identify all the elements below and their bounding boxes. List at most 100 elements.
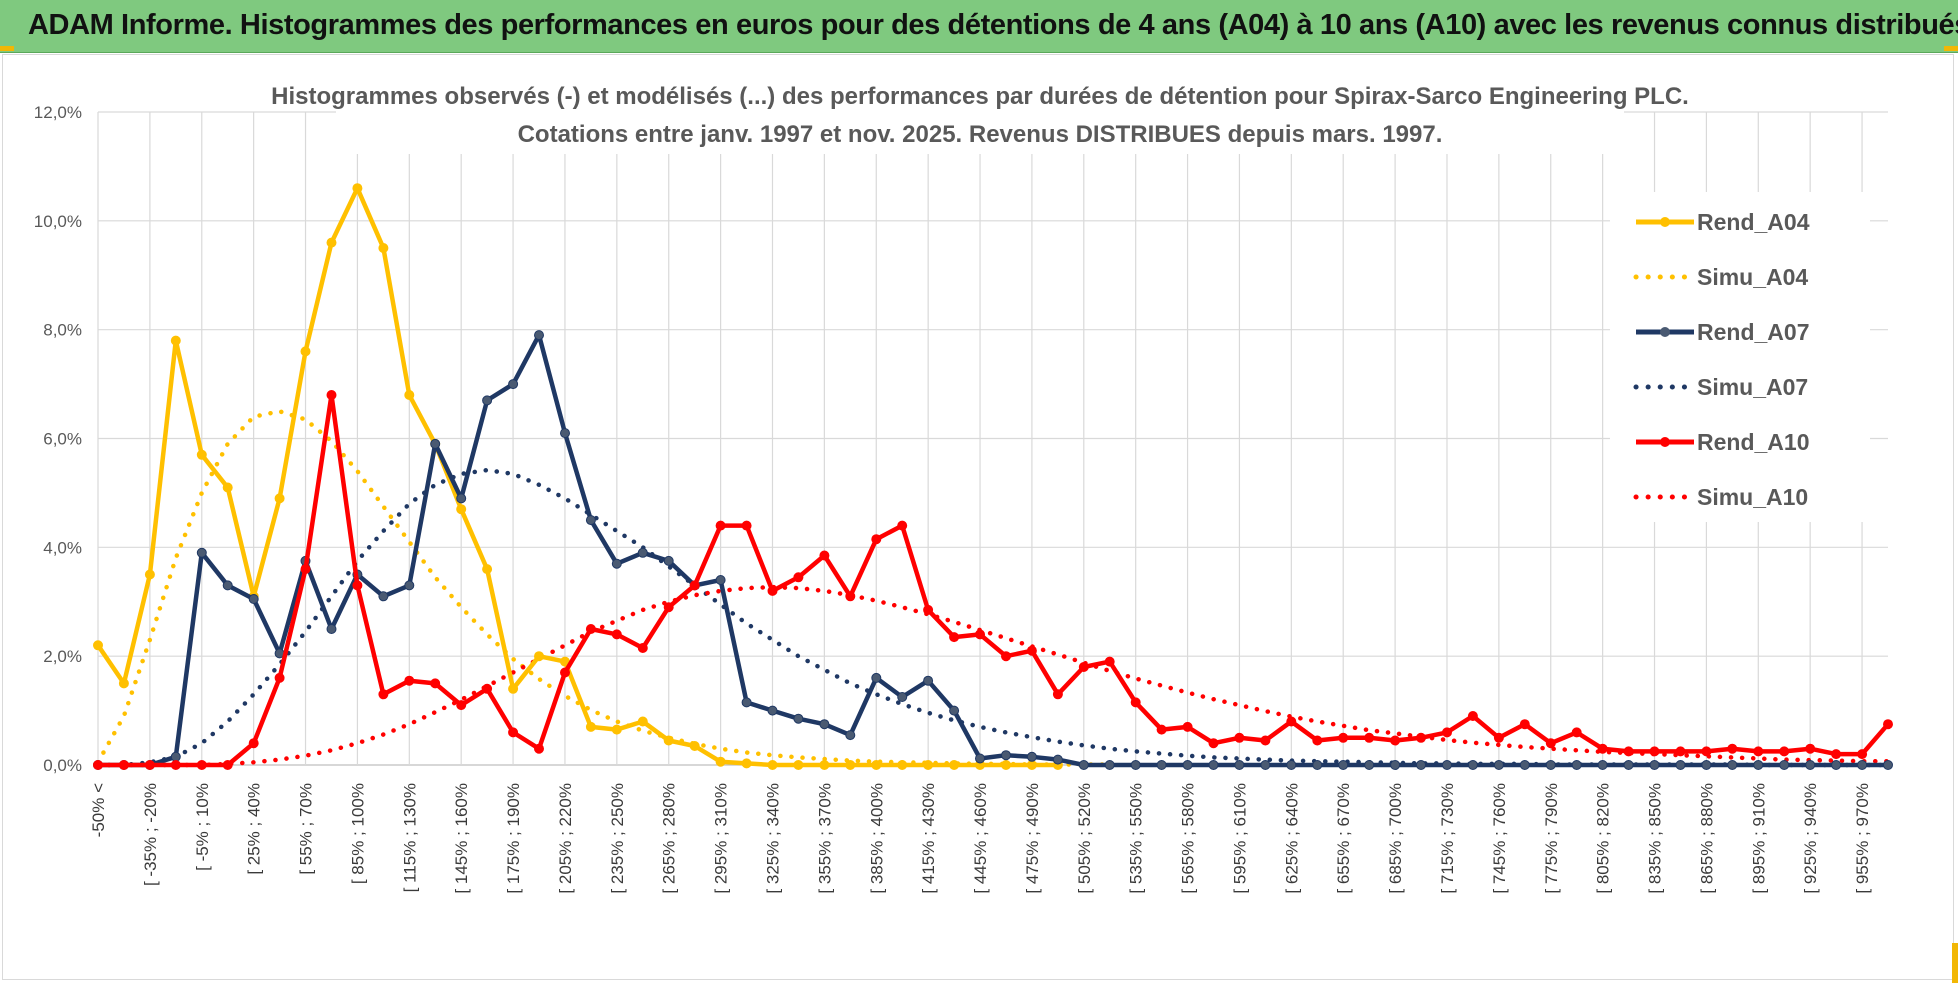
data-point [404, 675, 415, 686]
y-tick-label: 4,0% [43, 538, 82, 557]
x-tick-label: [ -5% ; 10% [193, 783, 212, 871]
legend-label: Simu_A07 [1697, 374, 1808, 400]
data-point [482, 395, 493, 406]
x-tick-label: [ 145% ; 160% [452, 783, 471, 894]
data-point [819, 760, 830, 770]
data-point [404, 580, 415, 591]
x-tick-label: [ 865% ; 880% [1697, 783, 1716, 894]
data-point [1805, 743, 1816, 754]
x-tick-label: [ 445% ; 460% [971, 783, 990, 894]
data-point [534, 743, 544, 754]
data-point [1519, 760, 1530, 770]
x-tick-label: [ 805% ; 820% [1594, 783, 1613, 894]
data-point [1364, 732, 1375, 743]
data-point [1467, 760, 1478, 770]
data-point [871, 672, 882, 683]
data-point [1519, 719, 1530, 730]
data-point [949, 632, 960, 643]
legend-marker [1660, 327, 1670, 337]
data-point [1312, 760, 1323, 770]
data-point [1104, 760, 1115, 770]
data-point [1883, 719, 1893, 730]
data-point [1727, 743, 1738, 754]
data-point [793, 713, 804, 724]
data-point [949, 760, 960, 770]
legend-label: Simu_A04 [1697, 264, 1808, 290]
data-point [1026, 760, 1037, 770]
data-point [585, 721, 596, 732]
legend-item-rend_a07: Rend_A07 [1636, 319, 1809, 345]
x-tick-label: [ 655% ; 670% [1334, 783, 1353, 894]
data-point [1364, 760, 1375, 770]
legend-label: Simu_A10 [1697, 484, 1808, 510]
data-point [871, 534, 882, 545]
data-point [897, 760, 908, 770]
data-point [715, 756, 726, 767]
x-tick-label: [ 685% ; 700% [1386, 783, 1405, 894]
data-point [170, 751, 181, 762]
legend-background [1610, 192, 1870, 522]
data-point [560, 428, 570, 439]
data-point [248, 594, 259, 604]
data-point [1001, 750, 1011, 761]
y-tick-label: 6,0% [43, 430, 82, 449]
data-point [663, 555, 674, 566]
data-point [1104, 656, 1115, 667]
data-point [1026, 645, 1037, 656]
data-point [456, 493, 467, 504]
data-point [793, 760, 804, 770]
data-point [1753, 760, 1764, 770]
data-point [1467, 711, 1478, 721]
x-tick-label: [ 325% ; 340% [763, 783, 782, 894]
x-tick-label: [ -35% ; -20% [141, 783, 160, 886]
data-point [897, 692, 908, 702]
data-point [741, 520, 752, 531]
data-point [1857, 760, 1868, 770]
header-bar: ADAM Informe. Histogrammes des performan… [0, 0, 1958, 53]
x-tick-label: [ 715% ; 730% [1438, 783, 1457, 894]
x-tick-label: [ 835% ; 850% [1646, 783, 1665, 894]
data-point [923, 604, 934, 615]
data-point [1675, 760, 1686, 770]
data-point [404, 390, 415, 400]
data-point [196, 547, 207, 558]
x-tick-label: [ 595% ; 610% [1230, 783, 1249, 894]
data-point [1390, 735, 1401, 746]
data-point [1182, 760, 1193, 770]
data-point [949, 705, 960, 716]
data-point [1338, 760, 1349, 770]
data-point [144, 569, 155, 580]
data-point [767, 585, 778, 596]
series-line [95, 584, 1891, 768]
data-point [196, 760, 207, 770]
legend-item-simu_a04: Simu_A04 [1633, 264, 1808, 290]
data-point [1883, 760, 1893, 770]
data-point [378, 243, 389, 253]
data-point [508, 683, 519, 694]
y-tick-label: 12,0% [34, 103, 82, 122]
x-tick-label: [ 775% ; 790% [1542, 783, 1561, 894]
x-tick-label: [ 265% ; 280% [660, 783, 679, 894]
data-point [1779, 746, 1790, 757]
y-tick-label: 10,0% [34, 212, 82, 231]
legend-label: Rend_A04 [1697, 209, 1810, 235]
data-point [1727, 760, 1738, 770]
data-point [1442, 727, 1452, 738]
x-tick-label: [ 925% ; 940% [1801, 783, 1820, 894]
x-tick-label: [ 295% ; 310% [712, 783, 731, 894]
data-point [767, 760, 778, 770]
data-point [897, 520, 908, 531]
data-point [611, 629, 622, 640]
y-tick-label: 2,0% [43, 647, 82, 666]
y-tick-label: 0,0% [43, 756, 82, 775]
title-background [336, 80, 1624, 154]
legend-label: Rend_A10 [1697, 429, 1809, 455]
data-point [170, 760, 181, 770]
legend-marker [1660, 437, 1670, 447]
data-point [326, 237, 337, 248]
x-tick-label: [ 115% ; 130% [400, 783, 419, 892]
data-point [170, 335, 181, 346]
data-point [1260, 735, 1271, 746]
data-point [793, 572, 804, 583]
